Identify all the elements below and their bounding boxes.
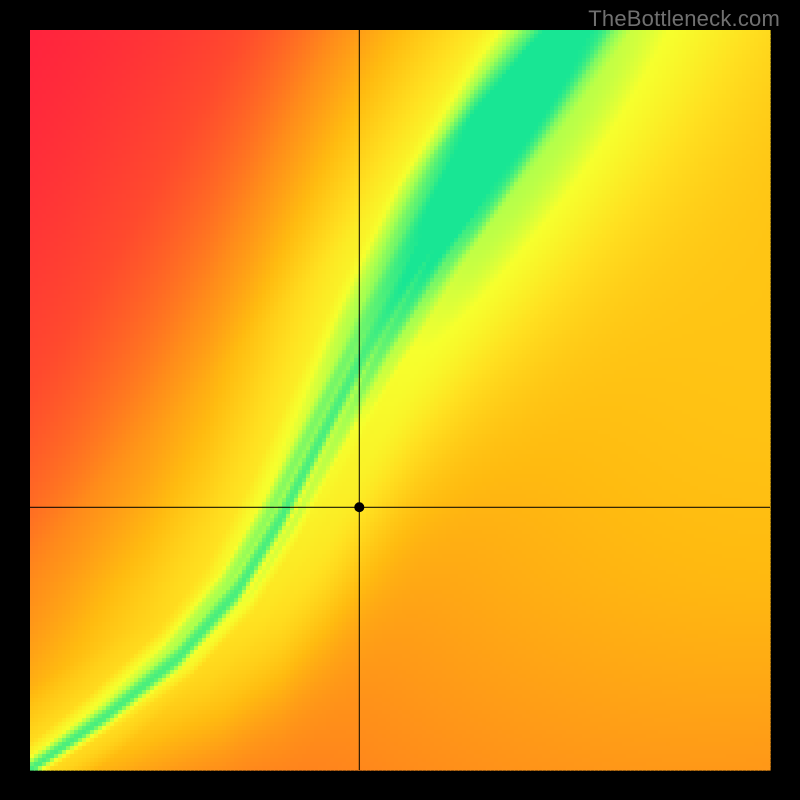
bottleneck-heatmap bbox=[0, 0, 800, 800]
watermark-text: TheBottleneck.com bbox=[588, 6, 780, 32]
